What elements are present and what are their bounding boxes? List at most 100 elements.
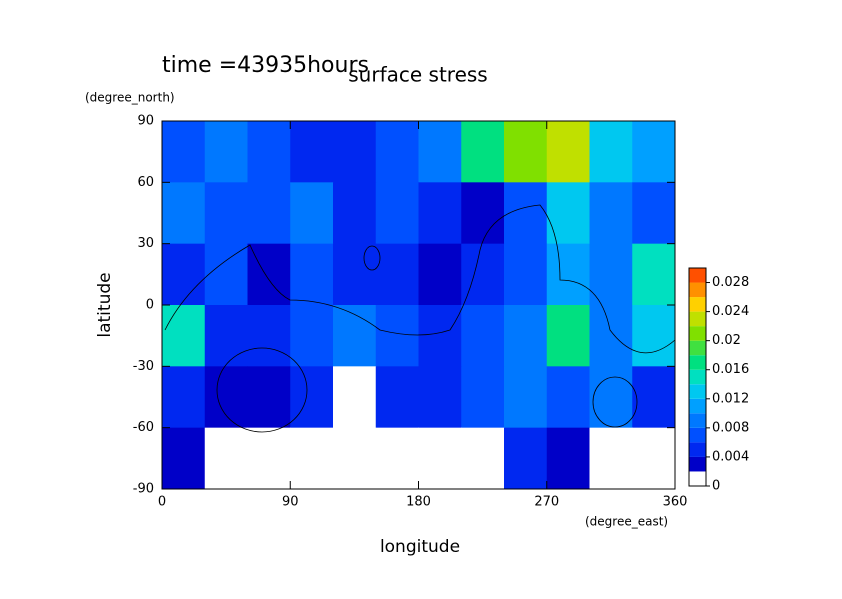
cell: [204, 427, 248, 490]
colorbar-label: 0.028: [712, 275, 749, 290]
cell: [375, 182, 419, 245]
cell: [504, 427, 548, 490]
cell: [247, 305, 291, 367]
cell: [461, 366, 505, 429]
chart-subtitle: time =43935hours: [162, 53, 369, 78]
cell: [247, 243, 291, 306]
cell: [589, 182, 633, 245]
coastline: [592, 376, 638, 428]
cell: [204, 121, 248, 183]
cell: [504, 182, 548, 245]
cell: [333, 243, 377, 306]
cell: [589, 121, 633, 183]
cell: [504, 243, 548, 306]
cell: [418, 121, 462, 183]
y-tick-label: -30: [133, 359, 154, 374]
colorbar-label: 0: [712, 479, 720, 494]
cell: [546, 121, 590, 183]
cell: [546, 243, 590, 306]
cell: [589, 305, 633, 367]
cell: [290, 305, 334, 367]
y-tick-label: 90: [137, 114, 154, 129]
colorbar-frame: [688, 267, 707, 487]
cell: [162, 305, 206, 367]
colorbar-segment: [689, 398, 706, 414]
colorbar-segment: [689, 413, 706, 428]
x-tick-label: 0: [158, 495, 166, 510]
cell: [162, 182, 206, 245]
cell: [375, 121, 419, 183]
colorbar-label: 0.008: [712, 420, 749, 435]
chart-title: surface stress: [348, 63, 487, 87]
cell: [247, 121, 291, 183]
coastline: [216, 347, 308, 433]
colorbar-segment: [689, 297, 706, 312]
cell: [247, 366, 291, 429]
y-unit: (degree_north): [85, 91, 175, 105]
colorbar-segment: [689, 427, 706, 443]
cell: [162, 243, 206, 306]
cell: [333, 366, 377, 429]
cell: [290, 243, 334, 306]
colorbar-segment: [689, 369, 706, 385]
cell: [375, 243, 419, 306]
y-tick-label: -90: [133, 482, 154, 497]
colorbar-segment: [689, 282, 706, 298]
colorbar-label: 0.02: [712, 333, 741, 348]
cell: [632, 182, 676, 245]
colorbar-segment: [689, 384, 706, 399]
cell: [504, 121, 548, 183]
cell: [632, 121, 676, 183]
colorbar-segment: [689, 268, 706, 283]
colorbar-segment: [689, 471, 706, 486]
y-tick-label: 30: [137, 236, 154, 251]
cell: [418, 427, 462, 490]
cell: [290, 366, 334, 429]
cell: [290, 182, 334, 245]
colorbar-segment: [689, 340, 706, 356]
cell: [418, 366, 462, 429]
cell: [418, 182, 462, 245]
cell: [333, 427, 377, 490]
cell: [632, 305, 676, 367]
cell: [162, 427, 206, 490]
cell: [504, 305, 548, 367]
cell: [546, 305, 590, 367]
cell: [290, 427, 334, 490]
cell: [461, 182, 505, 245]
cell: [589, 366, 633, 429]
cell: [375, 427, 419, 490]
cell: [247, 427, 291, 490]
x-unit: (degree_east): [585, 515, 668, 529]
cell: [204, 366, 248, 429]
cell: [504, 366, 548, 429]
colorbar-segment: [689, 442, 706, 457]
colorbar-segment: [689, 456, 706, 472]
cell: [461, 243, 505, 306]
colorbar-segment: [689, 311, 706, 327]
cell: [333, 121, 377, 183]
cell: [375, 305, 419, 367]
coastline: [164, 204, 676, 354]
y-tick-label: -60: [133, 420, 154, 435]
cell: [546, 427, 590, 490]
colorbar-label: 0.012: [712, 391, 749, 406]
cell: [204, 182, 248, 245]
cell: [461, 305, 505, 367]
cell: [333, 182, 377, 245]
x-tick-label: 360: [663, 495, 688, 510]
cell: [461, 121, 505, 183]
cell: [632, 427, 676, 490]
cell: [589, 427, 633, 490]
cell: [162, 121, 206, 183]
cell: [204, 305, 248, 367]
y-tick-label: 60: [137, 175, 154, 190]
cell: [333, 305, 377, 367]
coastline: [363, 245, 381, 271]
cell: [589, 243, 633, 306]
x-tick-label: 270: [534, 495, 559, 510]
y-tick-label: 0: [146, 298, 154, 313]
cell: [290, 121, 334, 183]
cell: [546, 182, 590, 245]
